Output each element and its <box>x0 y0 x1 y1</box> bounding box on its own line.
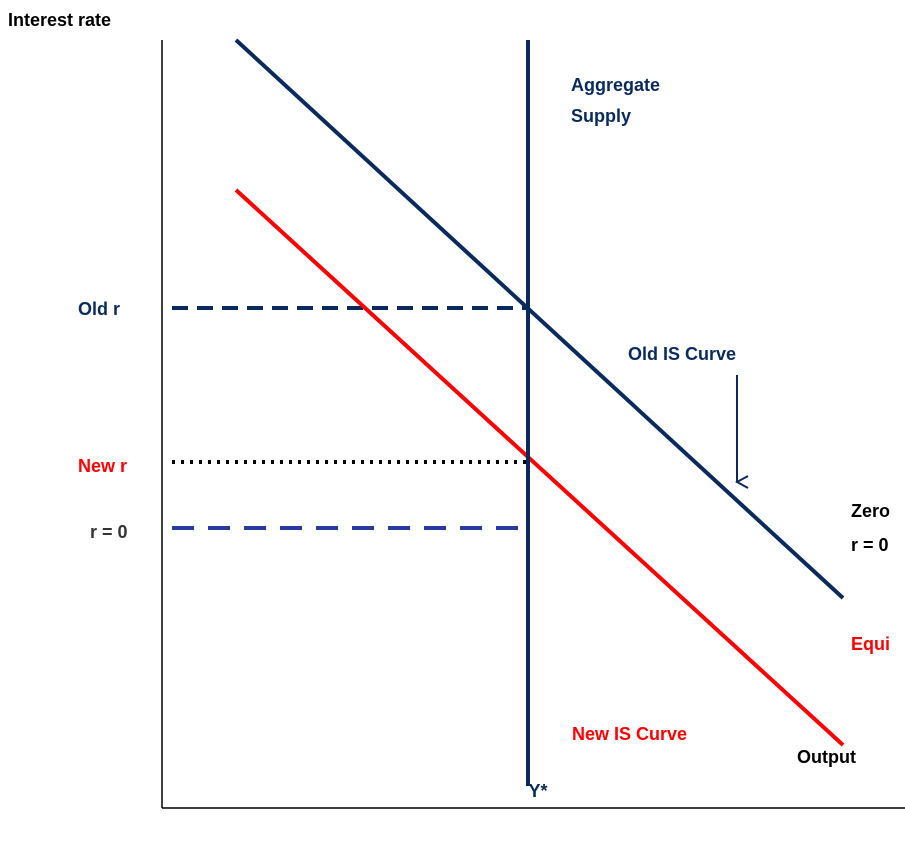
y-axis-label: Interest rate <box>8 10 111 30</box>
new-is-curve <box>234 188 845 747</box>
old-is-label: Old IS Curve <box>628 344 736 364</box>
equilibrium-note: Equi <box>851 634 890 654</box>
aggregate-supply-label: Aggregate Supply <box>571 75 660 126</box>
old-r-label: Old r <box>78 299 120 319</box>
x-axis-label: Output <box>797 747 856 767</box>
new-r-label: New r <box>78 456 127 476</box>
zero-note: Zero <box>851 501 890 521</box>
old-is-curve <box>234 38 845 600</box>
as-word-2: Supply <box>571 106 631 126</box>
as-word-1: Aggregate <box>571 75 660 95</box>
y-star-label: Y* <box>528 781 547 801</box>
zero-note-r: r = 0 <box>851 535 889 555</box>
zero-r-label: r = 0 <box>90 522 128 542</box>
new-is-label: New IS Curve <box>572 724 687 744</box>
